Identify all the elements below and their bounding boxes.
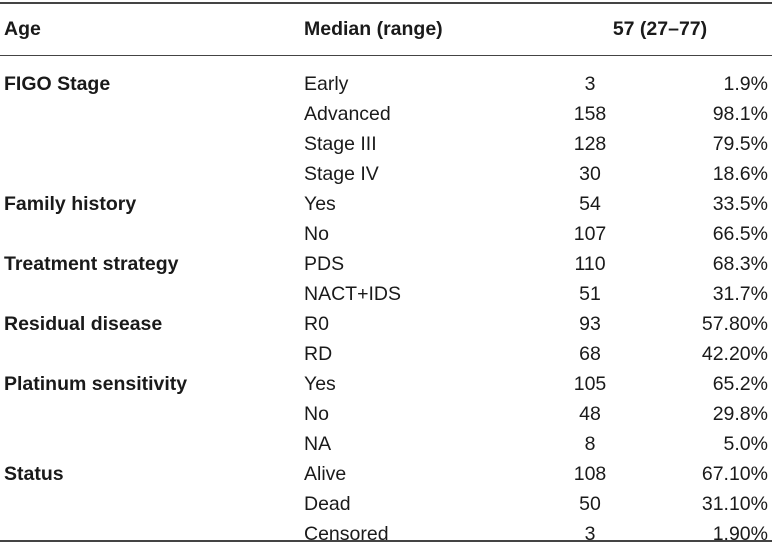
table-header-rule xyxy=(0,55,772,56)
row-group-label: FIGO Stage xyxy=(4,73,111,95)
row-percent: 42.20% xyxy=(701,343,768,365)
row-category: R0 xyxy=(304,313,329,335)
row-percent: 1.9% xyxy=(723,73,768,95)
row-percent: 18.6% xyxy=(712,163,768,185)
row-group-label: Residual disease xyxy=(4,313,163,335)
row-percent: 1.90% xyxy=(712,523,768,545)
row-percent: 68.3% xyxy=(712,253,768,275)
row-count: 54 xyxy=(579,193,601,215)
row-percent: 57.80% xyxy=(701,313,768,335)
row-percent: 31.10% xyxy=(701,493,768,515)
row-category: Dead xyxy=(304,493,351,515)
row-percent: 79.5% xyxy=(712,133,768,155)
row-count: 128 xyxy=(573,133,607,155)
row-category: Censored xyxy=(304,523,389,545)
row-count: 51 xyxy=(579,283,601,305)
header-median-value: 57 (27–77) xyxy=(612,18,708,40)
table-bottom-rule xyxy=(0,540,772,542)
row-count: 68 xyxy=(579,343,601,365)
row-percent: 5.0% xyxy=(723,433,768,455)
header-age: Age xyxy=(4,18,41,40)
row-category: Stage III xyxy=(304,133,377,155)
row-count: 105 xyxy=(573,373,607,395)
row-count: 50 xyxy=(579,493,601,515)
row-count: 30 xyxy=(579,163,601,185)
row-percent: 31.7% xyxy=(712,283,768,305)
row-group-label: Family history xyxy=(4,193,137,215)
row-category: Yes xyxy=(304,193,336,215)
row-count: 110 xyxy=(574,253,606,275)
header-median-range: Median (range) xyxy=(304,18,443,40)
row-category: Early xyxy=(304,73,349,95)
row-percent: 67.10% xyxy=(701,463,768,485)
row-count: 93 xyxy=(579,313,601,335)
row-category: No xyxy=(304,223,329,245)
table-top-rule xyxy=(0,2,772,4)
row-category: RD xyxy=(304,343,333,365)
row-count: 107 xyxy=(573,223,607,245)
row-count: 48 xyxy=(579,403,601,425)
row-count: 108 xyxy=(573,463,607,485)
row-category: Alive xyxy=(304,463,347,485)
row-group-label: Platinum sensitivity xyxy=(4,373,188,395)
row-percent: 98.1% xyxy=(712,103,768,125)
row-group-label: Treatment strategy xyxy=(4,253,179,275)
row-category: Stage IV xyxy=(304,163,379,185)
row-percent: 29.8% xyxy=(712,403,768,425)
row-group-label: Status xyxy=(4,463,64,485)
row-count: 8 xyxy=(584,433,596,455)
row-count: 3 xyxy=(584,73,596,95)
row-category: NACT+IDS xyxy=(304,283,401,305)
row-count: 3 xyxy=(584,523,596,545)
row-percent: 65.2% xyxy=(712,373,768,395)
row-category: PDS xyxy=(304,253,345,275)
row-percent: 33.5% xyxy=(712,193,768,215)
row-category: Yes xyxy=(304,373,336,395)
row-count: 158 xyxy=(573,103,607,125)
row-category: No xyxy=(304,403,329,425)
row-category: Advanced xyxy=(304,103,391,125)
row-category: NA xyxy=(304,433,332,455)
row-percent: 66.5% xyxy=(712,223,768,245)
